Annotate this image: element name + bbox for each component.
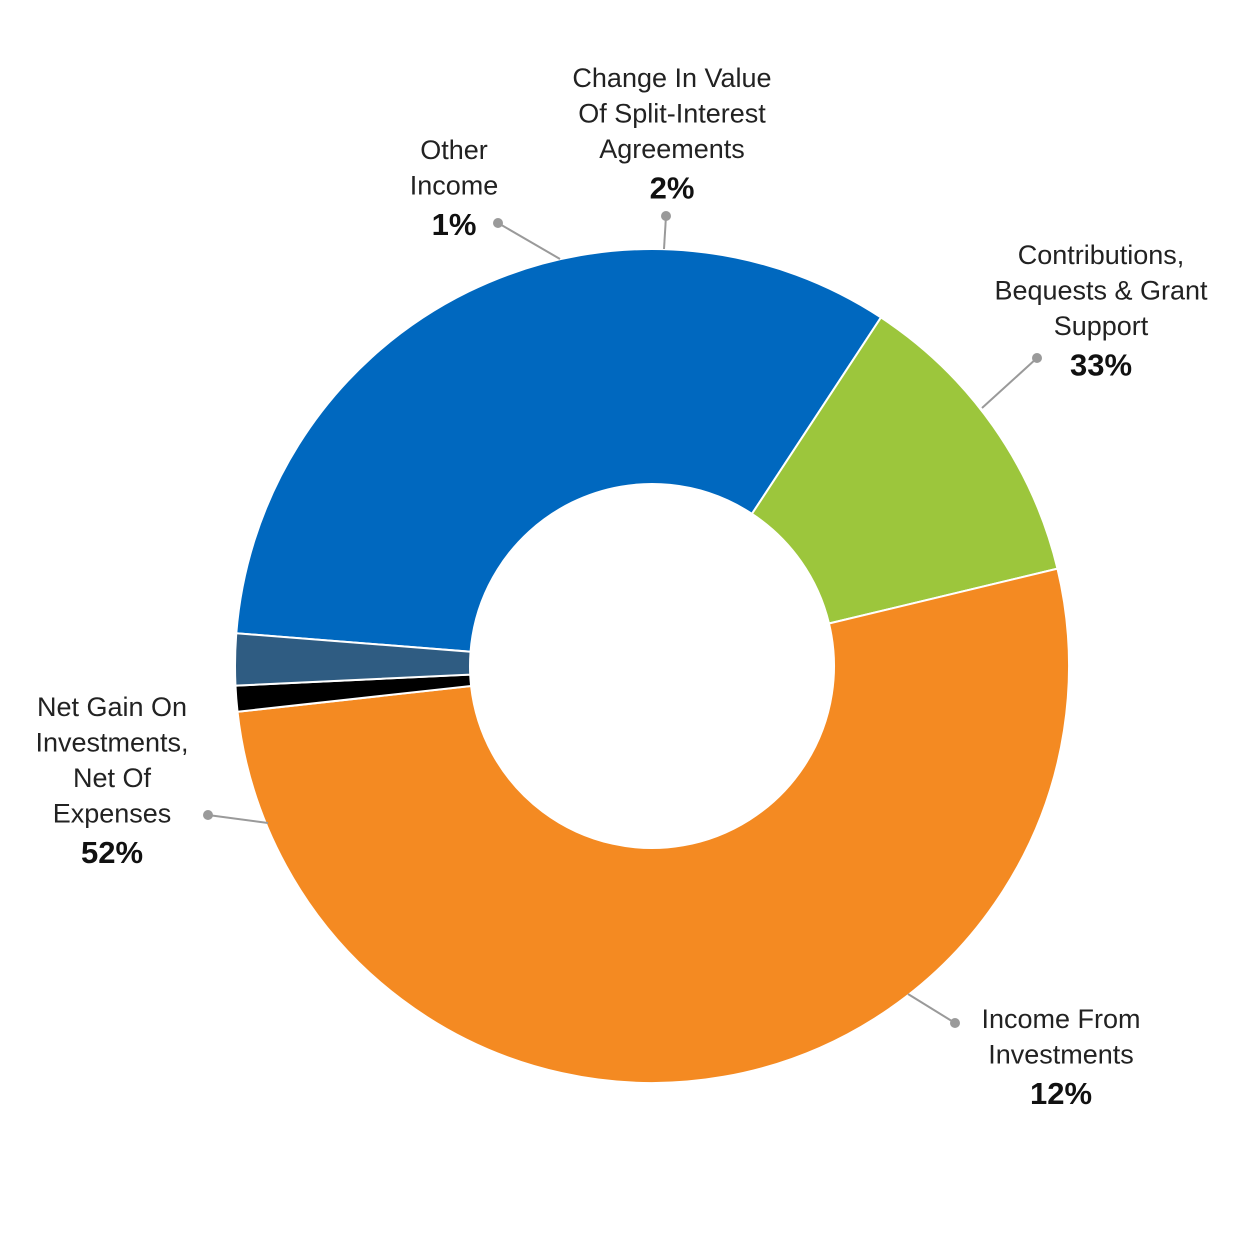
slice-value-income-from-investments: 12% (1030, 1076, 1092, 1111)
slice-label-split-interest: Change In Value Of Split-Interest Agreemen… (572, 63, 771, 164)
slice-label-line: Of Split-Interest (578, 99, 766, 129)
leader-lines (203, 211, 1042, 1028)
slice-label-line: Agreements (599, 134, 745, 164)
donut-slices (234, 248, 1070, 1084)
slice-value-contributions: 33% (1070, 348, 1132, 383)
leader-dot-other-income (493, 218, 503, 228)
slice-label-contributions: Contributions, Bequests & Grant Support (994, 240, 1208, 341)
slice-label-income-from-investments: Income From Investments (981, 1004, 1140, 1070)
slice-label-line: Support (1054, 311, 1149, 341)
leader-line-split-interest (663, 215, 667, 250)
leader-dot-contributions (1032, 353, 1042, 363)
slice-contributions (235, 248, 883, 653)
slice-label-line: Income From (981, 1004, 1140, 1034)
leader-line-other-income (497, 222, 561, 260)
slice-label-line: Net Gain On (37, 692, 187, 722)
slice-label-other-income: Other Income (410, 135, 499, 201)
slice-split-interest (234, 632, 472, 687)
slice-label-line: Net Of (73, 763, 152, 793)
slice-label-line: Bequests & Grant (994, 276, 1208, 306)
slice-labels: Contributions, Bequests & Grant Support 33%… (35, 63, 1208, 1111)
leader-line-contributions (981, 357, 1038, 409)
leader-line-net-gain (207, 814, 269, 824)
slice-value-split-interest: 2% (650, 171, 695, 206)
slice-label-line: Contributions, (1018, 240, 1185, 270)
slice-label-line: Investments (988, 1040, 1134, 1070)
leader-line-income-from-investments (907, 993, 956, 1024)
slice-income-from-investments (750, 316, 1059, 625)
slice-net-gain (236, 567, 1070, 1084)
slice-label-net-gain: Net Gain On Investments, Net Of Expenses (35, 692, 188, 829)
leader-dot-net-gain (203, 810, 213, 820)
slice-label-line: Expenses (53, 799, 172, 829)
leader-dot-split-interest (661, 211, 671, 221)
leader-dot-income-from-investments (950, 1018, 960, 1028)
slice-label-line: Change In Value (572, 63, 771, 93)
slice-label-line: Income (410, 171, 499, 201)
slice-label-line: Other (420, 135, 488, 165)
slice-label-line: Investments, (35, 728, 188, 758)
slice-value-net-gain: 52% (81, 835, 143, 870)
slice-value-other-income: 1% (432, 207, 477, 242)
